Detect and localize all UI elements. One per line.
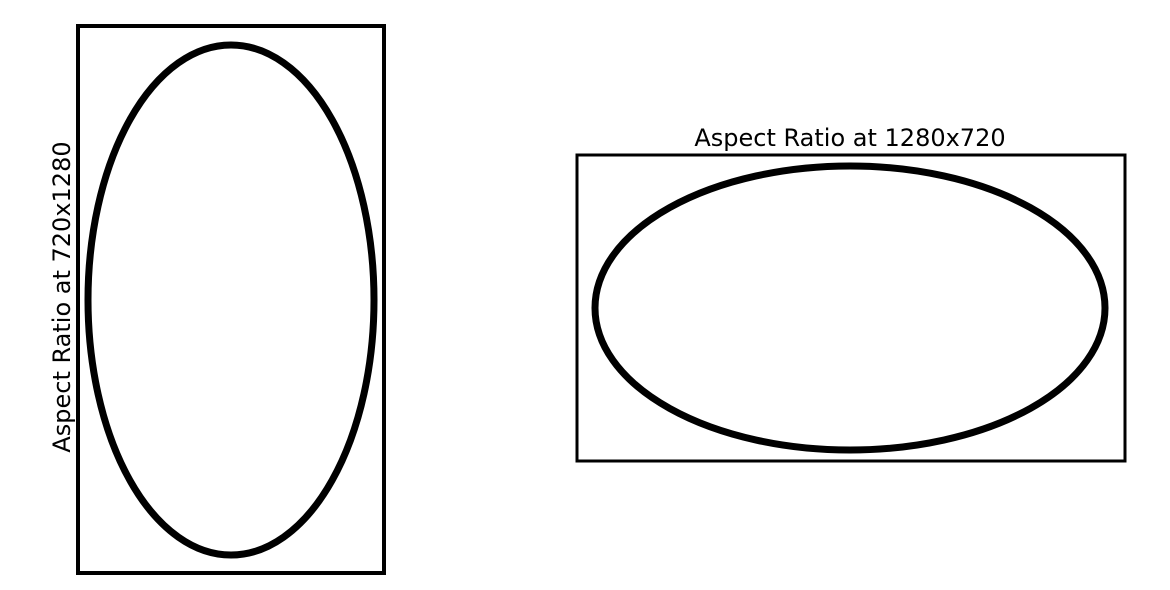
landscape-label: Aspect Ratio at 1280x720 [694, 124, 1005, 152]
portrait-ellipse [84, 41, 378, 559]
portrait-panel: Aspect Ratio at 720x1280 [48, 24, 386, 575]
landscape-panel: Aspect Ratio at 1280x720 [575, 124, 1127, 463]
landscape-ellipse [591, 162, 1109, 454]
landscape-frame [575, 153, 1127, 463]
portrait-frame [76, 24, 386, 575]
portrait-label: Aspect Ratio at 720x1280 [48, 141, 76, 452]
